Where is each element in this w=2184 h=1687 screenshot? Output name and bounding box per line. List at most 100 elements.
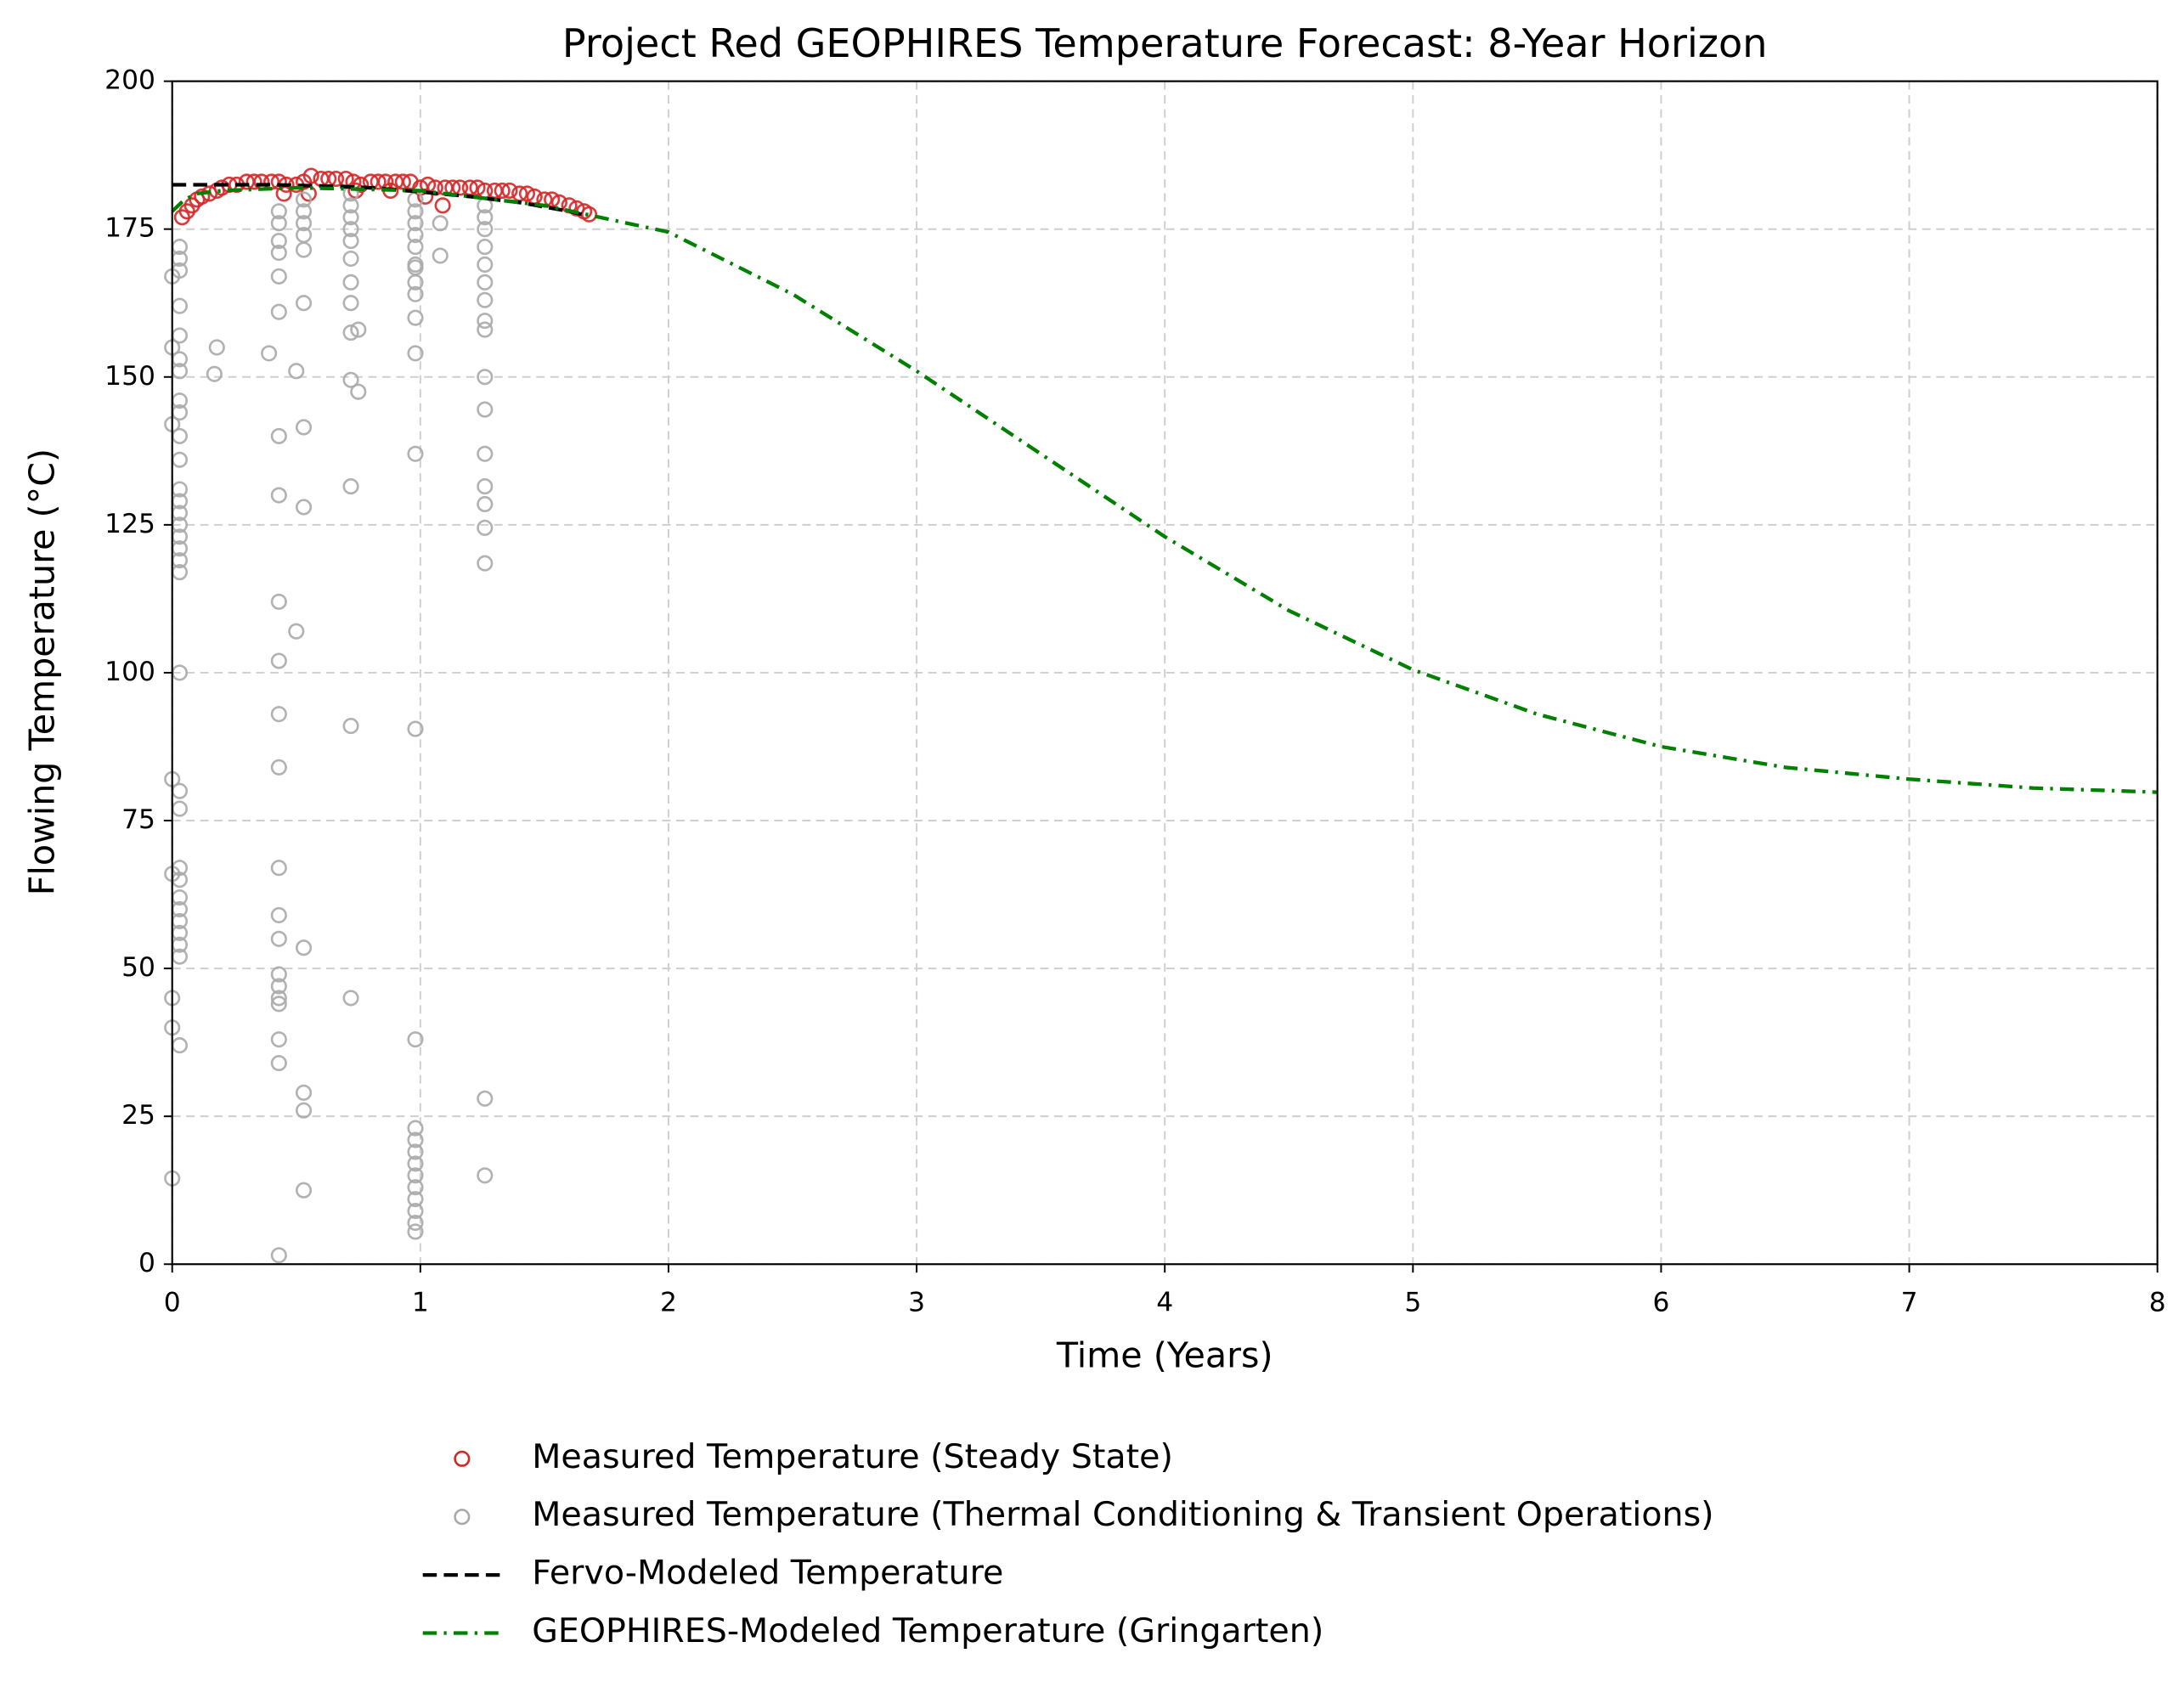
scatter-point [580, 206, 598, 223]
scatter-point [270, 593, 287, 610]
scatter-point [407, 309, 424, 326]
scatter-point [342, 718, 359, 735]
scatter-point [477, 445, 494, 462]
scatter-point [171, 297, 189, 314]
grid [171, 80, 2159, 1266]
scatter-point [477, 495, 494, 513]
scatter-point [342, 221, 359, 238]
scatter-point [270, 1054, 287, 1072]
scatter-point [477, 1167, 494, 1184]
scatter-point [288, 623, 305, 640]
legend-label: GEOPHIRES-Modeled Temperature (Gringarte… [532, 1611, 1323, 1650]
scatter-point [477, 221, 494, 238]
scatter-point [477, 1090, 494, 1107]
scatter-point [270, 706, 287, 723]
scatter-point [511, 185, 528, 202]
scatter-point [295, 1102, 313, 1119]
scatter-point [407, 1179, 424, 1196]
legend: Measured Temperature (Steady State) Measu… [422, 1437, 1714, 1650]
scatter-point [270, 233, 287, 250]
scatter-point [275, 185, 292, 202]
scatter-point [270, 996, 287, 1013]
scatter-point [407, 227, 424, 244]
scatter-point [295, 1182, 313, 1199]
scatter-point [407, 285, 424, 302]
scatter-point [261, 345, 278, 362]
scatter-point [302, 167, 319, 184]
scatter-point [342, 274, 359, 291]
plot-marks [164, 167, 2158, 1264]
scatter-point [171, 451, 189, 468]
y-tick-label: 100 [104, 657, 155, 687]
x-tick-label: 4 [1156, 1287, 1173, 1317]
scatter-point [350, 321, 367, 338]
scatter-point [452, 179, 469, 196]
scatter-point [432, 247, 449, 264]
scatter-point [270, 860, 287, 877]
y-tick-label: 75 [121, 804, 155, 835]
scatter-point [477, 274, 494, 291]
line-series [171, 185, 2158, 794]
scatter-point [270, 1247, 287, 1264]
scatter-point [270, 906, 287, 923]
y-tick-label: 125 [104, 509, 155, 539]
y-tick-label: 150 [104, 361, 155, 392]
y-tick-label: 25 [121, 1100, 155, 1131]
scatter-point [477, 291, 494, 308]
scatter-point [342, 990, 359, 1007]
y-tick-label: 0 [138, 1248, 155, 1278]
scatter-point [407, 215, 424, 232]
scatter-point [270, 759, 287, 776]
scatter-point [434, 197, 451, 214]
scatter-point [206, 365, 223, 382]
scatter-point [501, 182, 518, 199]
scatter-point [477, 239, 494, 256]
scatter-point [407, 203, 424, 220]
scatter-point [342, 295, 359, 312]
scatter-point [350, 383, 367, 400]
scatter-point [342, 233, 359, 250]
scatter-point [270, 1031, 287, 1048]
scatter-point [295, 191, 313, 208]
x-tick-label: 2 [660, 1287, 677, 1317]
y-tick-label: 175 [104, 213, 155, 244]
scatter-point [342, 197, 359, 214]
legend-label: Fervo-Modeled Temperature [532, 1554, 1003, 1593]
scatter-point [407, 1155, 424, 1172]
x-tick-label: 7 [1901, 1287, 1918, 1317]
x-tick-label: 6 [1652, 1287, 1669, 1317]
scatter-point [270, 303, 287, 320]
scatter-point [342, 324, 359, 341]
line-series [172, 183, 583, 217]
scatter-point [407, 1167, 424, 1184]
x-tick-label: 8 [2149, 1287, 2166, 1317]
scatter-point [270, 268, 287, 285]
scatter-point [461, 179, 478, 196]
scatter-point [270, 990, 287, 1007]
scatter-point [171, 1037, 189, 1054]
chart-title: Project Red GEOPHIRES Temperature Foreca… [562, 20, 1768, 66]
scatter-point [295, 499, 313, 516]
scatter-point [477, 555, 494, 572]
scatter-point [213, 179, 230, 196]
scatter-point [270, 427, 287, 444]
scatter-point [295, 215, 313, 232]
scatter-point [270, 930, 287, 947]
scatter-point [194, 188, 211, 205]
scatter-point [295, 1084, 313, 1101]
scatter-point [342, 209, 359, 226]
y-tick-label: 50 [121, 952, 155, 983]
scatter-point [288, 363, 305, 380]
scatter-point [477, 519, 494, 536]
scatter-point [295, 419, 313, 436]
x-axis-label: Time (Years) [1056, 1335, 1273, 1376]
scatter-point [477, 369, 494, 386]
scatter-point [295, 295, 313, 312]
y-tick-label: 200 [104, 65, 155, 96]
scatter-point [370, 173, 387, 190]
x-tick-label: 3 [908, 1287, 925, 1317]
scatter-point [295, 939, 313, 956]
scatter-point [477, 313, 494, 330]
scatter-point [407, 274, 424, 291]
